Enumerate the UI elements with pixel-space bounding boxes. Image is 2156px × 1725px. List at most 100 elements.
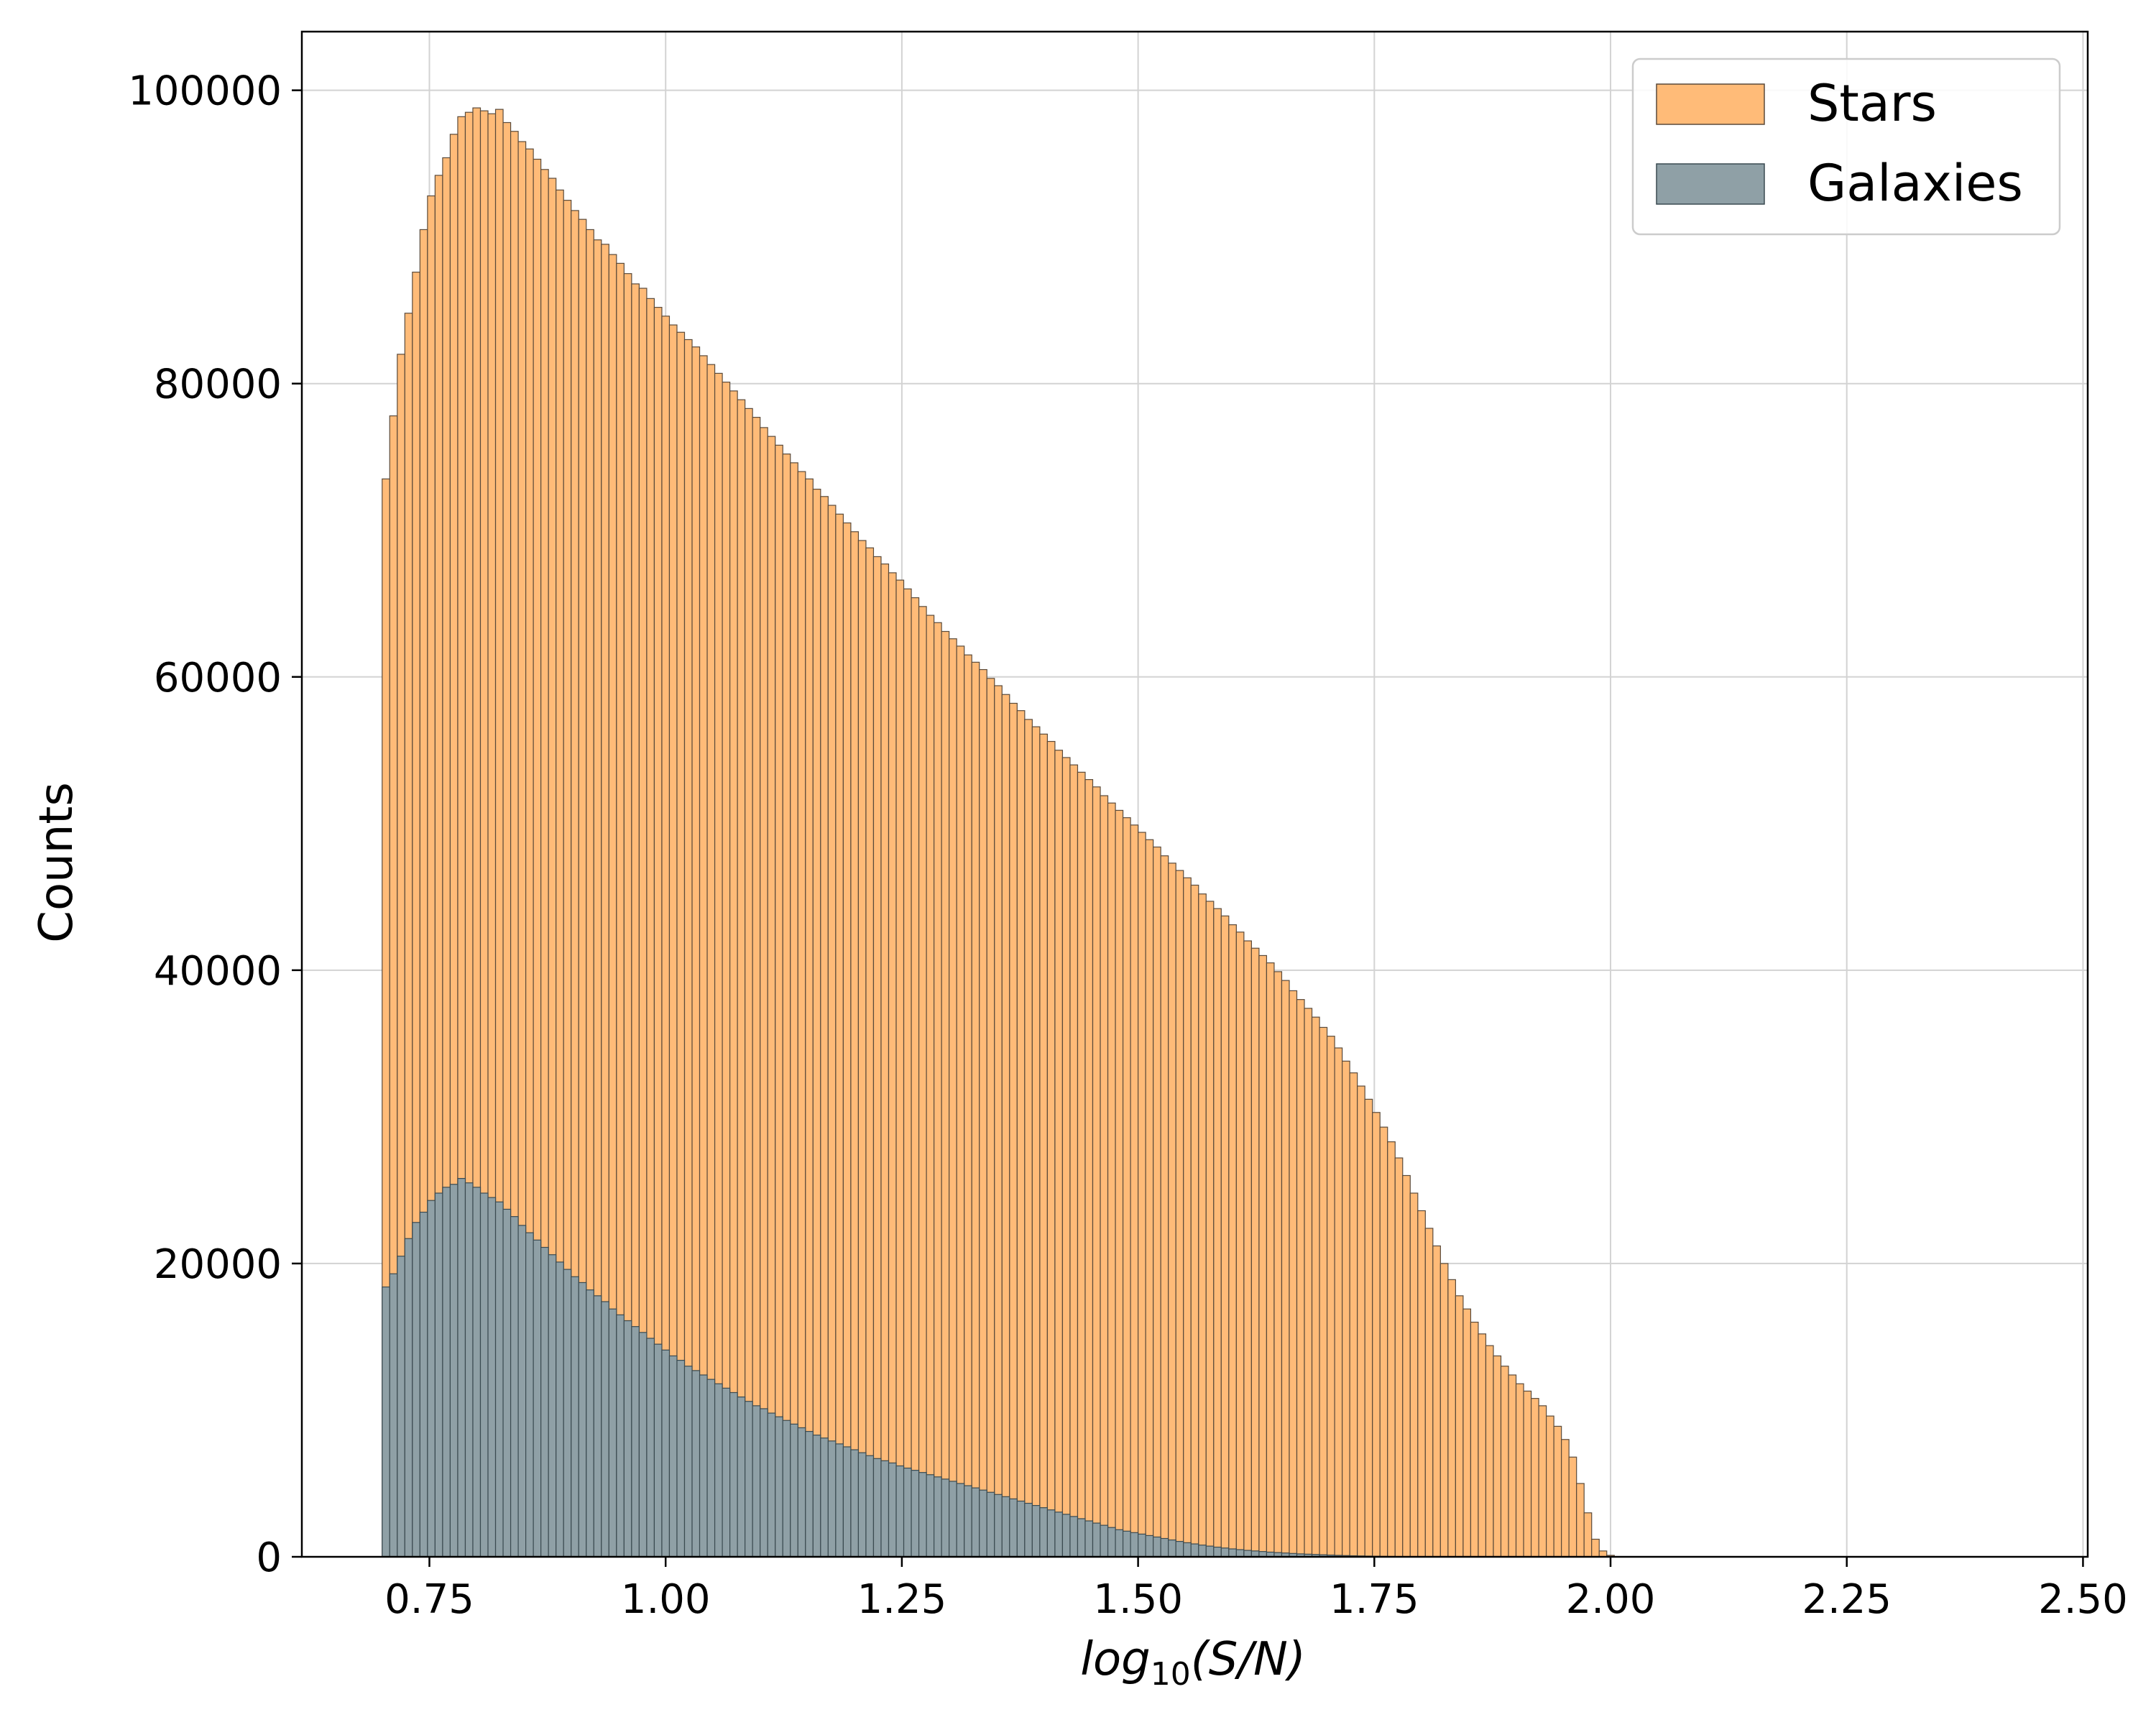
bar-galaxies <box>1153 1536 1161 1558</box>
bar-galaxies <box>525 1232 534 1558</box>
bar-galaxies <box>1243 1550 1252 1558</box>
bar-stars <box>1500 1366 1509 1558</box>
bar-stars <box>1387 1141 1396 1558</box>
bar-galaxies <box>1061 1514 1071 1558</box>
bar-stars <box>1243 940 1252 1558</box>
bar-galaxies <box>427 1200 436 1558</box>
bar-galaxies <box>941 1478 950 1558</box>
x-tick-label: 0.75 <box>384 1576 474 1623</box>
bar-galaxies <box>653 1343 663 1558</box>
bar-galaxies <box>412 1222 420 1558</box>
bar-stars <box>1470 1321 1479 1558</box>
x-axis-label-subscript: 10 <box>1151 1656 1191 1693</box>
bar-stars <box>1417 1210 1426 1558</box>
bar-stars <box>850 531 860 1558</box>
bar-galaxies <box>760 1408 768 1558</box>
bar-stars <box>1153 846 1161 1558</box>
bar-galaxies <box>578 1282 587 1558</box>
bar-stars <box>1024 719 1033 1558</box>
bar-stars <box>1455 1295 1464 1558</box>
legend-label-stars: Stars <box>1807 74 1937 133</box>
bar-stars <box>767 436 776 1558</box>
x-tick-label: 2.00 <box>1566 1576 1656 1623</box>
bar-galaxies <box>1046 1509 1056 1558</box>
bar-galaxies <box>797 1427 806 1558</box>
bar-stars <box>979 668 987 1558</box>
bar-galaxies <box>668 1355 678 1558</box>
bar-galaxies <box>1092 1522 1101 1558</box>
bar-stars <box>1092 786 1101 1558</box>
bar-stars <box>737 399 746 1558</box>
bar-stars <box>911 597 920 1558</box>
bar-stars <box>790 462 798 1558</box>
bar-galaxies <box>895 1465 905 1558</box>
bar-stars <box>1145 839 1154 1558</box>
y-tick-label: 60000 <box>154 655 282 702</box>
x-axis-label: log10(S/N) <box>1080 1633 1306 1693</box>
bar-stars <box>1379 1126 1388 1558</box>
bar-galaxies <box>872 1458 882 1558</box>
bar-stars <box>903 588 912 1558</box>
bar-stars <box>934 622 942 1558</box>
bar-stars <box>1304 1008 1313 1558</box>
x-tick-label: 1.00 <box>621 1576 711 1623</box>
x-axis-label-base: log <box>1080 1633 1151 1686</box>
bar-stars <box>1523 1390 1532 1558</box>
bar-galaxies <box>661 1349 671 1558</box>
bar-galaxies <box>442 1187 451 1558</box>
bar-galaxies <box>389 1273 398 1558</box>
x-tick-label: 1.25 <box>857 1576 947 1623</box>
bar-stars <box>1364 1098 1373 1558</box>
bar-galaxies <box>1228 1548 1237 1558</box>
bar-galaxies <box>911 1470 920 1558</box>
bar-stars <box>1228 924 1237 1558</box>
bar-galaxies <box>510 1216 519 1558</box>
bar-stars <box>1183 877 1192 1558</box>
bar-galaxies <box>601 1301 609 1558</box>
bar-stars <box>1591 1538 1600 1558</box>
bar-galaxies <box>752 1405 761 1558</box>
bar-galaxies <box>1031 1504 1041 1558</box>
bar-stars <box>745 408 753 1558</box>
bar-stars <box>1538 1405 1547 1558</box>
bar-galaxies <box>812 1435 821 1558</box>
bar-stars <box>729 390 738 1558</box>
bar-galaxies <box>964 1485 972 1558</box>
bar-stars <box>880 564 890 1558</box>
bar-stars <box>1220 915 1230 1558</box>
bar-galaxies <box>683 1366 693 1558</box>
bar-stars <box>1054 750 1064 1558</box>
bar-galaxies <box>782 1420 791 1558</box>
bar-stars <box>1281 980 1290 1558</box>
bar-galaxies <box>767 1412 776 1558</box>
legend: Stars Galaxies <box>1631 58 2061 236</box>
bar-galaxies <box>1198 1545 1207 1558</box>
bar-stars <box>1409 1192 1419 1558</box>
bar-stars <box>895 579 905 1558</box>
bar-galaxies <box>517 1225 527 1558</box>
bar-galaxies <box>676 1359 686 1558</box>
bar-stars <box>1266 962 1275 1558</box>
bar-stars <box>1576 1483 1585 1558</box>
bar-stars <box>1061 757 1071 1558</box>
bar-stars <box>1235 932 1245 1558</box>
bar-galaxies <box>1024 1502 1033 1558</box>
bar-galaxies <box>835 1443 844 1558</box>
bar-stars <box>1478 1333 1487 1558</box>
bar-galaxies <box>494 1201 504 1558</box>
bar-stars <box>1107 802 1116 1558</box>
bar-galaxies <box>502 1208 512 1558</box>
bar-galaxies <box>979 1489 987 1558</box>
bar-stars <box>812 488 821 1558</box>
bar-galaxies <box>706 1379 716 1558</box>
bar-galaxies <box>464 1182 474 1558</box>
bar-stars <box>926 615 935 1558</box>
bar-galaxies <box>737 1396 746 1558</box>
bar-stars <box>918 606 927 1558</box>
bar-stars <box>752 417 761 1558</box>
bar-galaxies <box>1054 1512 1064 1558</box>
bar-stars <box>1439 1263 1449 1558</box>
bar-galaxies <box>404 1238 413 1558</box>
bar-stars <box>1568 1456 1577 1558</box>
